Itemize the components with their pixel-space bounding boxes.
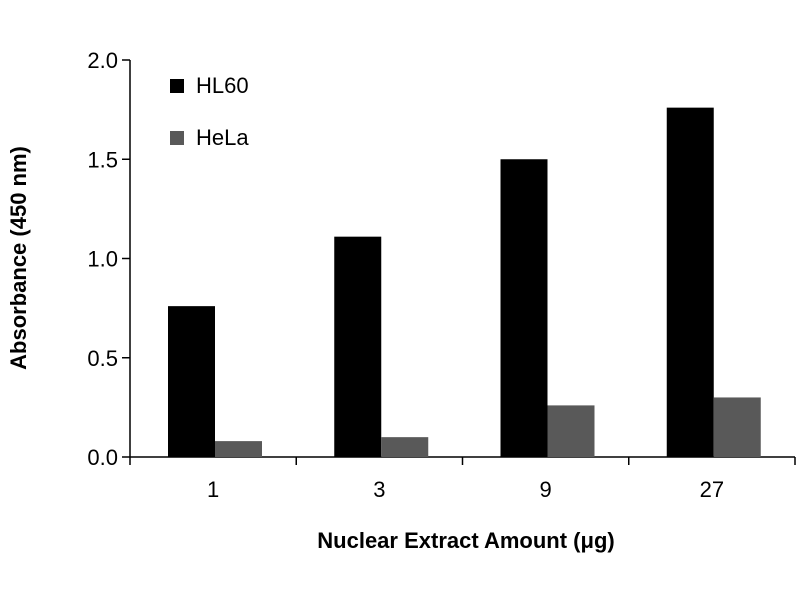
bar-hela-1 <box>215 441 262 457</box>
y-tick-label: 1.5 <box>87 147 118 172</box>
y-tick-label: 2.0 <box>87 48 118 73</box>
y-tick-label: 0.5 <box>87 346 118 371</box>
x-tick-label: 9 <box>540 477 552 502</box>
y-axis-title: Absorbance (450 nm) <box>6 146 31 370</box>
bar-hl60-9 <box>500 159 548 457</box>
x-tick-label: 3 <box>373 477 385 502</box>
legend-label-hela: HeLa <box>196 125 249 150</box>
legend-swatch-hl60 <box>170 79 184 93</box>
x-tick-label: 1 <box>207 477 219 502</box>
legend-label-hl60: HL60 <box>196 73 249 98</box>
bar-hela-27 <box>713 397 761 457</box>
x-tick-label: 27 <box>700 477 724 502</box>
x-axis-title: Nuclear Extract Amount (μg) <box>317 528 614 553</box>
bar-hela-9 <box>547 405 595 457</box>
y-tick-label: 0.0 <box>87 445 118 470</box>
y-tick-label: 1.0 <box>87 247 118 272</box>
bar-hl60-3 <box>334 236 382 457</box>
legend-swatch-hela <box>170 131 184 145</box>
bar-hela-3 <box>381 437 429 457</box>
chart-marks: 0.0 0.5 1.0 1.5 2.0 1 3 9 27 HL60 HeLa <box>87 48 796 502</box>
bar-hl60-1 <box>168 306 215 457</box>
bar-hl60-27 <box>666 107 714 457</box>
